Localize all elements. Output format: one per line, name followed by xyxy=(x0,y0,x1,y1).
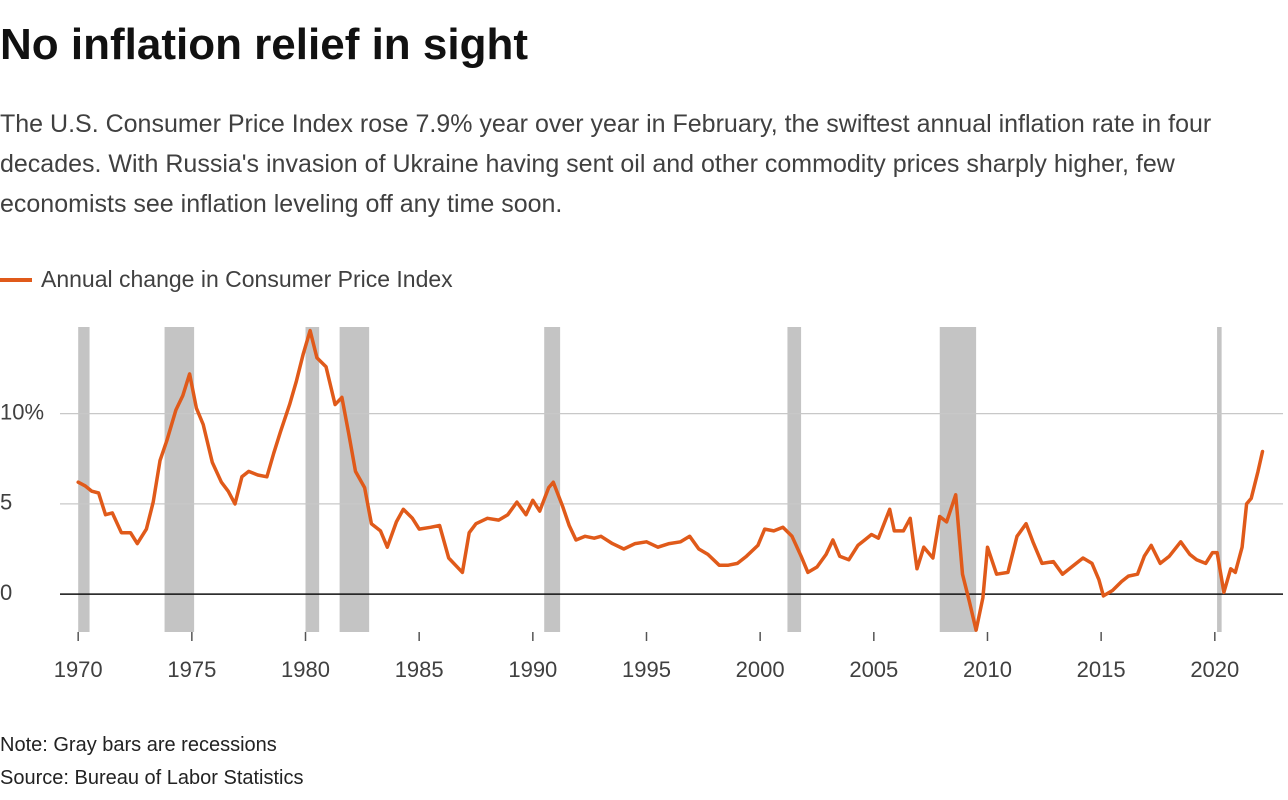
x-tick-label: 1995 xyxy=(622,657,671,682)
x-tick-label: 1970 xyxy=(54,657,103,682)
recession-bar xyxy=(305,327,320,632)
data-line xyxy=(76,328,1265,632)
recession-bar xyxy=(544,327,561,632)
recession-bar xyxy=(78,327,90,632)
x-tick-label: 1985 xyxy=(395,657,444,682)
source: Source: Bureau of Labor Statistics xyxy=(0,767,304,789)
legend-label: Annual change in Consumer Price Index xyxy=(41,266,453,292)
y-tick-label: 5 xyxy=(0,490,12,515)
x-tick-label: 2015 xyxy=(1077,657,1126,682)
x-tick-label: 1990 xyxy=(508,657,557,682)
recession-bar xyxy=(939,327,977,632)
chart-subtitle: The U.S. Consumer Price Index rose 7.9% … xyxy=(0,110,1212,218)
note: Note: Gray bars are recessions xyxy=(0,734,277,756)
x-tick-label: 2000 xyxy=(736,657,785,682)
legend-swatch xyxy=(0,277,32,282)
x-tick-label: 2020 xyxy=(1190,657,1239,682)
y-tick-label: 0 xyxy=(0,580,12,605)
chart-title: No inflation relief in sight xyxy=(0,20,528,69)
x-tick-label: 2005 xyxy=(849,657,898,682)
recession-bar xyxy=(1217,327,1222,632)
x-tick-label: 2010 xyxy=(963,657,1012,682)
legend: Annual change in Consumer Price Index xyxy=(0,266,453,293)
recession-bar xyxy=(339,327,370,632)
x-tick-label: 1980 xyxy=(281,657,330,682)
x-tick-label: 1975 xyxy=(167,657,216,682)
y-tick-label: 10% xyxy=(0,399,44,424)
recession-bar xyxy=(787,327,802,632)
